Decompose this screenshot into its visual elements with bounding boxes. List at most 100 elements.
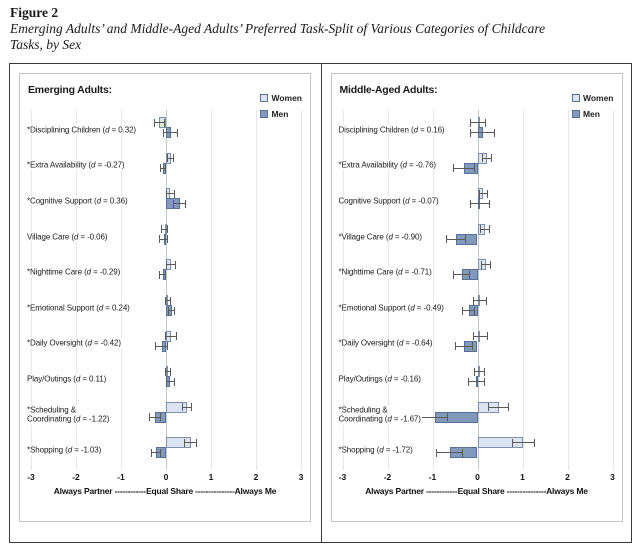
chart-row: *Shopping (d = -1.72) xyxy=(332,432,622,468)
women-error-bar xyxy=(470,118,487,127)
category-label: *Emotional Support (d = 0.24) xyxy=(26,303,131,313)
men-error-bar xyxy=(148,413,161,422)
d-variable: d xyxy=(398,267,403,277)
women-error-bar xyxy=(153,118,165,127)
d-variable: d xyxy=(410,303,415,313)
men-error-bar xyxy=(453,270,471,279)
women-error-bar xyxy=(488,403,509,412)
category-label: *Scheduling & Coordinating (d = -1.67) xyxy=(337,405,422,425)
x-tick-label: 3 xyxy=(610,472,615,482)
x-tick-label: 2 xyxy=(565,472,570,482)
chart-row: Disciplining Children (d = 0.16) xyxy=(332,112,622,148)
women-legend-swatch xyxy=(571,94,580,102)
d-variable: d xyxy=(87,338,92,348)
chart-row: *Nighttime Care (d = -0.29) xyxy=(20,254,310,290)
d-variable: d xyxy=(388,231,393,241)
men-error-bar xyxy=(168,306,176,315)
chart-row: *Emotional Support (d = -0.49) xyxy=(332,290,622,326)
women-error-bar xyxy=(473,367,485,376)
zero-gridline xyxy=(166,110,167,470)
men-error-bar xyxy=(462,306,475,315)
chart-panel-emerging-adults: Emerging Adults: Women Men *Disciplining Ch… xyxy=(19,73,311,522)
women-error-bar xyxy=(478,189,488,198)
zero-gridline xyxy=(477,110,479,470)
legend-item-women: Women xyxy=(260,93,302,103)
women-legend-label: Women xyxy=(271,93,302,103)
d-variable: d xyxy=(75,374,81,384)
chart-row: Play/Outings (d = 0.11) xyxy=(20,361,310,397)
men-error-bar xyxy=(453,164,475,173)
gridline xyxy=(567,110,569,470)
men-error-bar xyxy=(172,199,187,208)
gridline xyxy=(301,110,302,470)
figure-header: Figure 2 Emerging Adults’ and Middle-Age… xyxy=(0,0,640,53)
men-legend-label: Men xyxy=(271,109,289,119)
figure-label: Figure 2 xyxy=(10,5,59,20)
men-error-bar xyxy=(151,448,162,457)
category-label: *Extra Availability (d = -0.76) xyxy=(337,160,437,171)
chart-row: Village Care (d = -0.06) xyxy=(20,219,310,255)
men-error-bar xyxy=(155,342,168,351)
d-variable: d xyxy=(402,160,407,170)
chart-row: Play/Outings (d = -0.16) xyxy=(332,361,622,397)
category-label: *Daily Oversight (d = -0.42) xyxy=(26,338,122,349)
gridline xyxy=(432,110,434,470)
x-tick-label: -3 xyxy=(338,472,347,482)
x-tick-label: 1 xyxy=(208,472,214,482)
d-variable: d xyxy=(405,196,410,206)
women-error-bar xyxy=(165,296,172,305)
gridline xyxy=(342,110,344,470)
d-variable: d xyxy=(105,125,110,135)
category-label: Play/Outings (d = 0.11) xyxy=(26,374,108,384)
gridline xyxy=(211,110,212,470)
chart-row: *Disciplining Children (d = 0.32) xyxy=(20,112,310,148)
gridline xyxy=(76,110,77,470)
d-variable: d xyxy=(91,160,96,170)
category-label: Village Care (d = -0.06) xyxy=(26,231,109,242)
gridline xyxy=(256,110,257,470)
women-error-bar xyxy=(166,260,177,269)
men-error-bar xyxy=(470,128,496,137)
legend: Women Men xyxy=(260,93,302,119)
chart-row: *Extra Availability (d = -0.27) xyxy=(20,148,310,184)
category-label: *Extra Availability (d = -0.27) xyxy=(26,160,126,171)
women-error-bar xyxy=(182,403,193,412)
chart-row: *Daily Oversight (d = -0.42) xyxy=(20,326,310,362)
men-error-bar xyxy=(436,448,464,457)
category-label: Play/Outings (d = -0.16) xyxy=(337,374,422,384)
category-label: *Shopping (d = -1.03) xyxy=(26,445,103,455)
chart-row: *Scheduling & Coordinating (d = -1.67) xyxy=(332,397,622,433)
women-error-bar xyxy=(166,154,175,163)
x-tick-label: -1 xyxy=(117,472,125,482)
x-tick-label: -3 xyxy=(27,472,35,482)
x-tick-label: 0 xyxy=(163,472,169,482)
figure-title-line-1: Emerging Adults’ and Middle-Aged Adults’… xyxy=(10,21,546,36)
category-label: *Disciplining Children (d = 0.32) xyxy=(26,125,137,135)
legend-item-women: Women xyxy=(571,93,614,103)
category-label: *Nighttime Care (d = -0.71) xyxy=(337,267,433,277)
panel-title: Middle-Aged Adults: xyxy=(339,84,438,96)
category-label: *Scheduling & Coordinating (d = -1.22) xyxy=(26,405,111,425)
category-label: Disciplining Children (d = 0.16) xyxy=(337,125,446,135)
d-variable: d xyxy=(387,374,392,384)
d-variable: d xyxy=(413,125,418,135)
men-error-bar xyxy=(162,128,179,137)
men-error-bar xyxy=(159,270,167,279)
d-variable: d xyxy=(75,414,81,424)
chart-row: *Nighttime Care (d = -0.71) xyxy=(332,254,622,290)
x-axis-caption: Always Partner ------------Equal Share -… xyxy=(53,486,277,496)
women-error-bar xyxy=(473,296,487,305)
x-tick-label: -1 xyxy=(428,472,437,482)
men-error-bar xyxy=(421,413,449,422)
men-error-bar xyxy=(454,342,473,351)
men-error-bar xyxy=(159,164,166,173)
chart-row: Cognitive Support (d = -0.07) xyxy=(332,183,622,219)
women-error-bar xyxy=(512,438,535,447)
category-label: *Nighttime Care (d = -0.29) xyxy=(26,267,122,277)
gridline xyxy=(121,110,122,470)
men-legend-swatch xyxy=(260,110,269,118)
x-tick-label: -2 xyxy=(72,472,80,482)
chart-row: *Daily Oversight (d = -0.64) xyxy=(332,326,622,362)
men-error-bar xyxy=(469,199,490,208)
category-label: *Village Care (d = -0.90) xyxy=(337,231,423,242)
